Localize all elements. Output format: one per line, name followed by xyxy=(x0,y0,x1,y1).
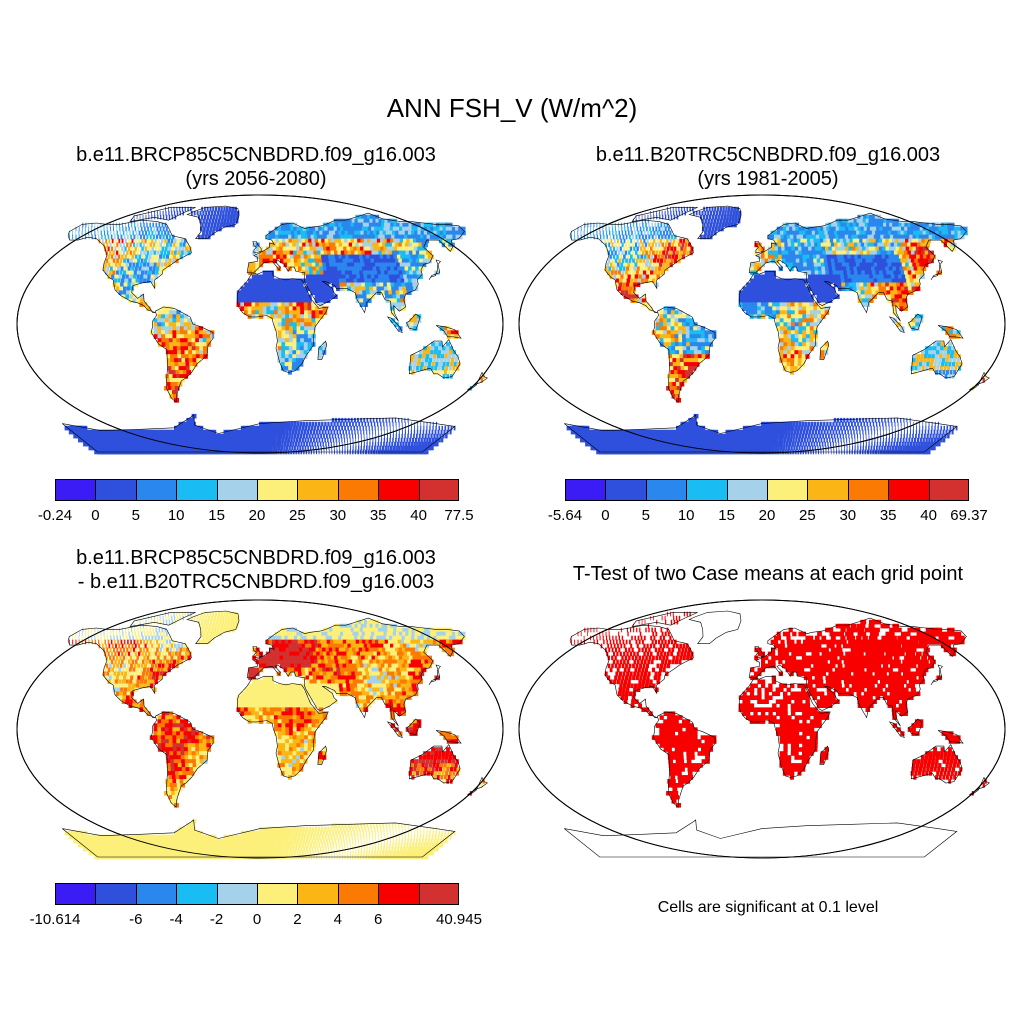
colorbar-box xyxy=(847,479,889,501)
colorbar-tick-label: 69.37 xyxy=(950,507,988,524)
colorbar-tick-label: 20 xyxy=(248,507,266,524)
colorbar-tick-label: 5 xyxy=(131,507,140,524)
colorbar-tick-label: 2 xyxy=(293,911,302,928)
colorbar-tick-label: 15 xyxy=(718,507,735,524)
colorbar-box xyxy=(176,883,217,905)
significance-note: Cells are significant at 0.1 level xyxy=(657,899,879,916)
panel-3-colorbar-labels: -10.614 -6 -4 -2 0 2 4 6 40.945 xyxy=(30,911,482,931)
colorbar-tick-label: 77.5 xyxy=(444,507,474,524)
colorbar-tick-label: -5.64 xyxy=(547,507,583,524)
colorbar-box xyxy=(256,883,298,905)
colorbar-tick-label: 35 xyxy=(879,507,897,524)
colorbar-tick-label: -6 xyxy=(129,911,143,928)
panel-4-title-line1: T-Test of two Case means at each grid po… xyxy=(572,563,964,585)
panel-3-title-line1: b.e11.BRCP85C5CNBDRD.f09_g16.003 xyxy=(76,547,436,569)
colorbar-box xyxy=(216,479,257,501)
colorbar-tick-label: 35 xyxy=(369,507,387,524)
colorbar-tick-label: -4 xyxy=(169,911,183,928)
colorbar-box xyxy=(135,479,177,501)
colorbar-tick-label: 0 xyxy=(601,507,610,524)
coastlines xyxy=(564,610,990,858)
colorbar-tick-label: 30 xyxy=(839,507,857,524)
colorbar-box xyxy=(888,479,929,501)
colorbar-tick-label: 10 xyxy=(677,507,695,524)
panel-1-title-line2: (yrs 2056-2080) xyxy=(185,168,327,190)
panel-1-title: b.e11.BRCP85C5CNBDRD.f09_g16.003 (yrs 20… xyxy=(0,143,512,191)
colorbar-box xyxy=(55,883,96,905)
colorbar-box xyxy=(297,883,338,905)
panel-1-title-line1: b.e11.BRCP85C5CNBDRD.f09_g16.003 xyxy=(76,144,436,166)
colorbar-box xyxy=(378,883,419,905)
colorbar-box xyxy=(95,883,136,905)
colorbar-box xyxy=(337,883,379,905)
colorbar-box xyxy=(807,479,848,501)
panel-4-map xyxy=(518,599,1006,859)
colorbar-box xyxy=(297,479,338,501)
colorbar-tick-label: 5 xyxy=(641,507,650,524)
colorbar-tick-label: 40 xyxy=(410,507,427,524)
panel-3-map xyxy=(16,599,504,860)
colorbar-tick-label: 20 xyxy=(758,507,776,524)
panel-3-title-line2: - b.e11.B20TRC5CNBDRD.f09_g16.003 xyxy=(77,571,435,593)
colorbar-tick-label: 40 xyxy=(920,507,937,524)
colorbar-box xyxy=(565,479,606,501)
colorbar-box xyxy=(766,479,808,501)
land-grid xyxy=(566,206,987,455)
colorbar-box xyxy=(418,479,459,501)
panel-4-title: T-Test of two Case means at each grid po… xyxy=(512,562,1024,586)
panel-1-map xyxy=(16,194,504,455)
colorbar-tick-label: 25 xyxy=(799,507,816,524)
colorbar-box xyxy=(337,479,379,501)
colorbar-box xyxy=(726,479,767,501)
colorbar-tick-label: 0 xyxy=(252,911,262,928)
colorbar-box xyxy=(645,479,687,501)
colorbar-box xyxy=(686,479,727,501)
colorbar-tick-label: 15 xyxy=(208,507,225,524)
land-grid xyxy=(64,206,485,455)
panel-3-colorbar xyxy=(55,883,459,905)
colorbar-box xyxy=(256,479,298,501)
colorbar-box xyxy=(176,479,217,501)
coastlines xyxy=(62,610,488,858)
colorbar-tick-label: 0 xyxy=(91,507,100,524)
panel-1-colorbar xyxy=(55,479,459,501)
colorbar-box xyxy=(216,883,257,905)
colorbar-box xyxy=(418,883,459,905)
colorbar-tick-label: -0.24 xyxy=(37,507,73,524)
colorbar-box xyxy=(95,479,136,501)
colorbar-tick-label: -2 xyxy=(209,911,224,928)
panel-2-title-line1: b.e11.B20TRC5CNBDRD.f09_g16.003 xyxy=(595,144,941,166)
colorbar-box xyxy=(605,479,646,501)
land-grid xyxy=(571,611,987,808)
panel-3-title: b.e11.BRCP85C5CNBDRD.f09_g16.003 - b.e11… xyxy=(0,546,512,594)
colorbar-tick-label: 6 xyxy=(374,911,383,928)
colorbar-tick-label: 40.945 xyxy=(436,911,482,928)
colorbar-tick-label: 25 xyxy=(289,507,306,524)
coastlines xyxy=(564,205,990,453)
colorbar-tick-label: 30 xyxy=(329,507,347,524)
colorbar-box xyxy=(135,883,177,905)
figure-title: ANN FSH_V (W/m^2) xyxy=(386,93,638,123)
colorbar-tick-label: -10.614 xyxy=(29,911,81,928)
panel-2-map xyxy=(518,194,1006,455)
panel-1-colorbar-labels: -0.24 0 5 10 15 20 25 30 35 40 77.5 xyxy=(38,507,474,527)
colorbar-box xyxy=(55,479,96,501)
colorbar-box xyxy=(378,479,419,501)
colorbar-box xyxy=(928,479,969,501)
colorbar-tick-label: 10 xyxy=(167,507,185,524)
panel-2-colorbar-labels: -5.64 0 5 10 15 20 25 30 35 40 69.37 xyxy=(548,507,988,527)
colorbar-tick-label: 4 xyxy=(333,911,342,928)
panel-2-title: b.e11.B20TRC5CNBDRD.f09_g16.003 (yrs 198… xyxy=(512,143,1024,191)
panel-2-colorbar xyxy=(565,479,969,501)
coastlines xyxy=(62,205,488,453)
panel-2-title-line2: (yrs 1981-2005) xyxy=(697,168,839,190)
